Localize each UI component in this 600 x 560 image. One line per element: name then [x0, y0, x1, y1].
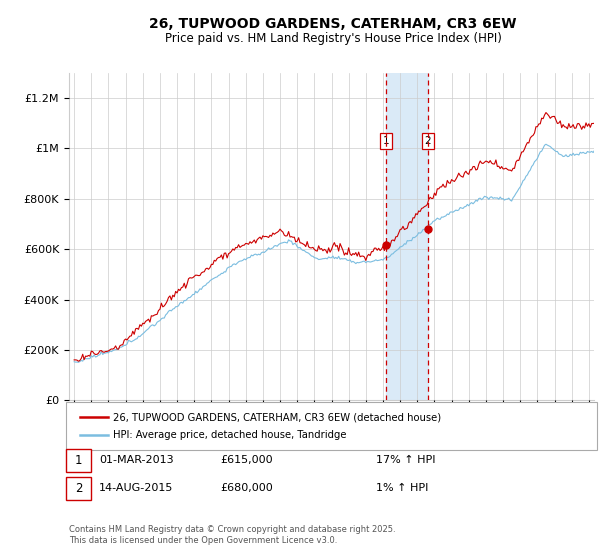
Text: Contains HM Land Registry data © Crown copyright and database right 2025.
This d: Contains HM Land Registry data © Crown c… [69, 525, 395, 545]
Text: 14-AUG-2015: 14-AUG-2015 [99, 483, 173, 493]
Text: 17% ↑ HPI: 17% ↑ HPI [376, 455, 436, 465]
Text: 2: 2 [425, 136, 431, 146]
Text: £680,000: £680,000 [220, 483, 273, 493]
Text: £615,000: £615,000 [220, 455, 273, 465]
Bar [386, 73, 428, 400]
Text: Price paid vs. HM Land Registry's House Price Index (HPI): Price paid vs. HM Land Registry's House … [164, 31, 502, 45]
Text: 2: 2 [75, 482, 82, 495]
Text: 01-MAR-2013: 01-MAR-2013 [99, 455, 173, 465]
Text: HPI: Average price, detached house, Tandridge: HPI: Average price, detached house, Tand… [113, 430, 346, 440]
Text: 1% ↑ HPI: 1% ↑ HPI [376, 483, 428, 493]
Text: 26, TUPWOOD GARDENS, CATERHAM, CR3 6EW: 26, TUPWOOD GARDENS, CATERHAM, CR3 6EW [149, 16, 517, 30]
Text: 1: 1 [383, 136, 389, 146]
Text: 1: 1 [75, 454, 82, 467]
Text: 26, TUPWOOD GARDENS, CATERHAM, CR3 6EW (detached house): 26, TUPWOOD GARDENS, CATERHAM, CR3 6EW (… [113, 412, 441, 422]
